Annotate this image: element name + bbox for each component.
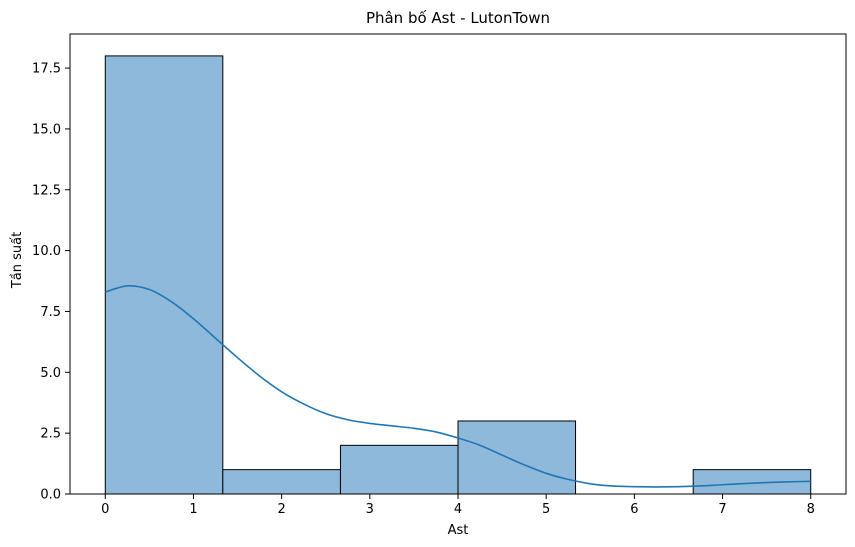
x-tick-label-4: 4	[454, 502, 462, 517]
y-tick-label-3: 7.5	[40, 305, 61, 320]
histogram-bar-2	[339, 444, 459, 495]
x-tick-label-0: 0	[101, 502, 109, 517]
x-axis-label: Ast	[448, 523, 469, 538]
y-tick-label-7: 17.5	[32, 62, 61, 77]
x-tick-label-8: 8	[807, 502, 815, 517]
y-tick-label-5: 12.5	[32, 183, 61, 198]
x-tick-label-3: 3	[366, 502, 374, 517]
histogram-bar-3	[457, 420, 577, 495]
histogram-bar-1	[222, 469, 341, 495]
kde-curve	[105, 285, 811, 488]
y-tick-label-1: 2.5	[40, 427, 61, 442]
kde-layer	[105, 285, 811, 488]
x-tick-label-1: 1	[189, 502, 197, 517]
y-tick-label-2: 5.0	[40, 366, 61, 381]
x-tick-label-5: 5	[542, 502, 550, 517]
y-axis-label: Tần suất	[10, 232, 25, 289]
x-tick-label-6: 6	[630, 502, 638, 517]
chart-title: Phân bố Ast - LutonTown	[366, 9, 550, 27]
x-tick-label-7: 7	[718, 502, 726, 517]
x-tick-label-2: 2	[277, 502, 285, 517]
y-tick-label-4: 10.0	[32, 244, 61, 259]
y-tick-label-0: 0.0	[40, 488, 61, 503]
bars-layer	[104, 55, 812, 495]
x-axis: 0 1 2 3 4 5 6 7 8	[101, 494, 815, 517]
y-tick-label-6: 15.0	[32, 122, 61, 137]
histogram-bar-0	[104, 55, 224, 495]
y-axis: 0.0 2.5 5.0 7.5 10.0 12.5 15.0 17.5	[32, 62, 70, 503]
